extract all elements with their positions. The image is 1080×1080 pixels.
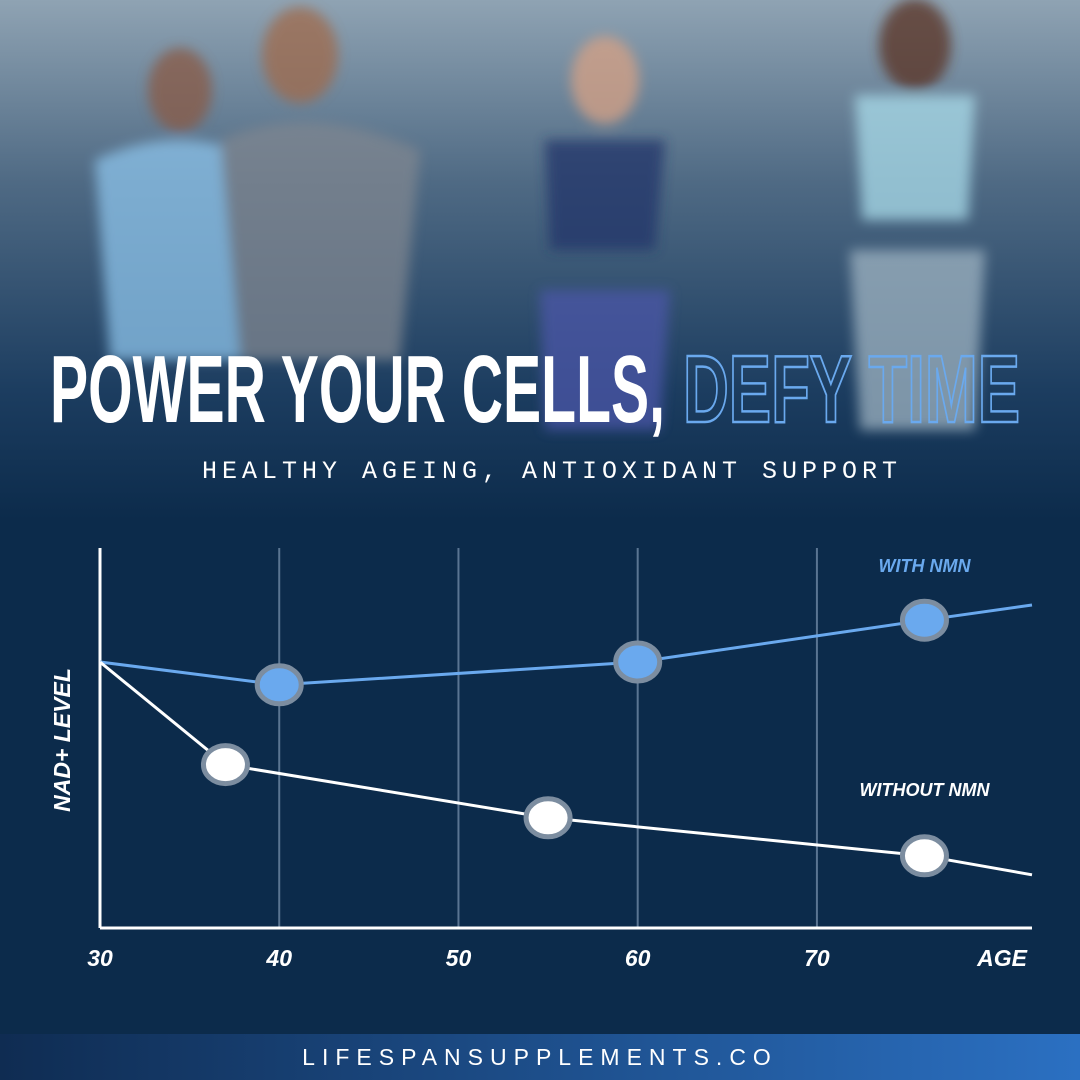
- title: POWER YOUR CELLS,: [50, 336, 665, 443]
- x-tick-label: 50: [446, 945, 472, 971]
- data-point: [523, 796, 573, 840]
- x-tick-label: 70: [804, 945, 830, 971]
- data-point: [613, 640, 663, 684]
- footer-url: LIFESPANSUPPLEMENTS.CO: [302, 1044, 778, 1070]
- series-label: WITHOUT NMN: [859, 780, 990, 800]
- y-axis-label: NAD+ LEVEL: [49, 668, 75, 812]
- x-tick-label: 30: [87, 945, 113, 971]
- x-tick-label: 60: [625, 945, 651, 971]
- x-tick-label: 40: [265, 945, 292, 971]
- footer-band: [0, 1034, 1080, 1080]
- data-point: [899, 598, 949, 642]
- data-point: [254, 663, 304, 707]
- data-point: [899, 834, 949, 878]
- chart: 30 40 50 60 70 AGE NAD+ LEVEL WITH NMN WITHOUT N…: [49, 548, 1033, 971]
- runners-photo: [95, 0, 985, 430]
- subtitle: HEALTHY AGEING, ANTIOXIDANT SUPPORT: [202, 457, 902, 486]
- x-axis-label: AGE: [976, 945, 1028, 971]
- data-point: [200, 743, 250, 787]
- title-highlight: DEFY TIME: [683, 336, 1020, 443]
- series-label: WITH NMN: [878, 556, 971, 576]
